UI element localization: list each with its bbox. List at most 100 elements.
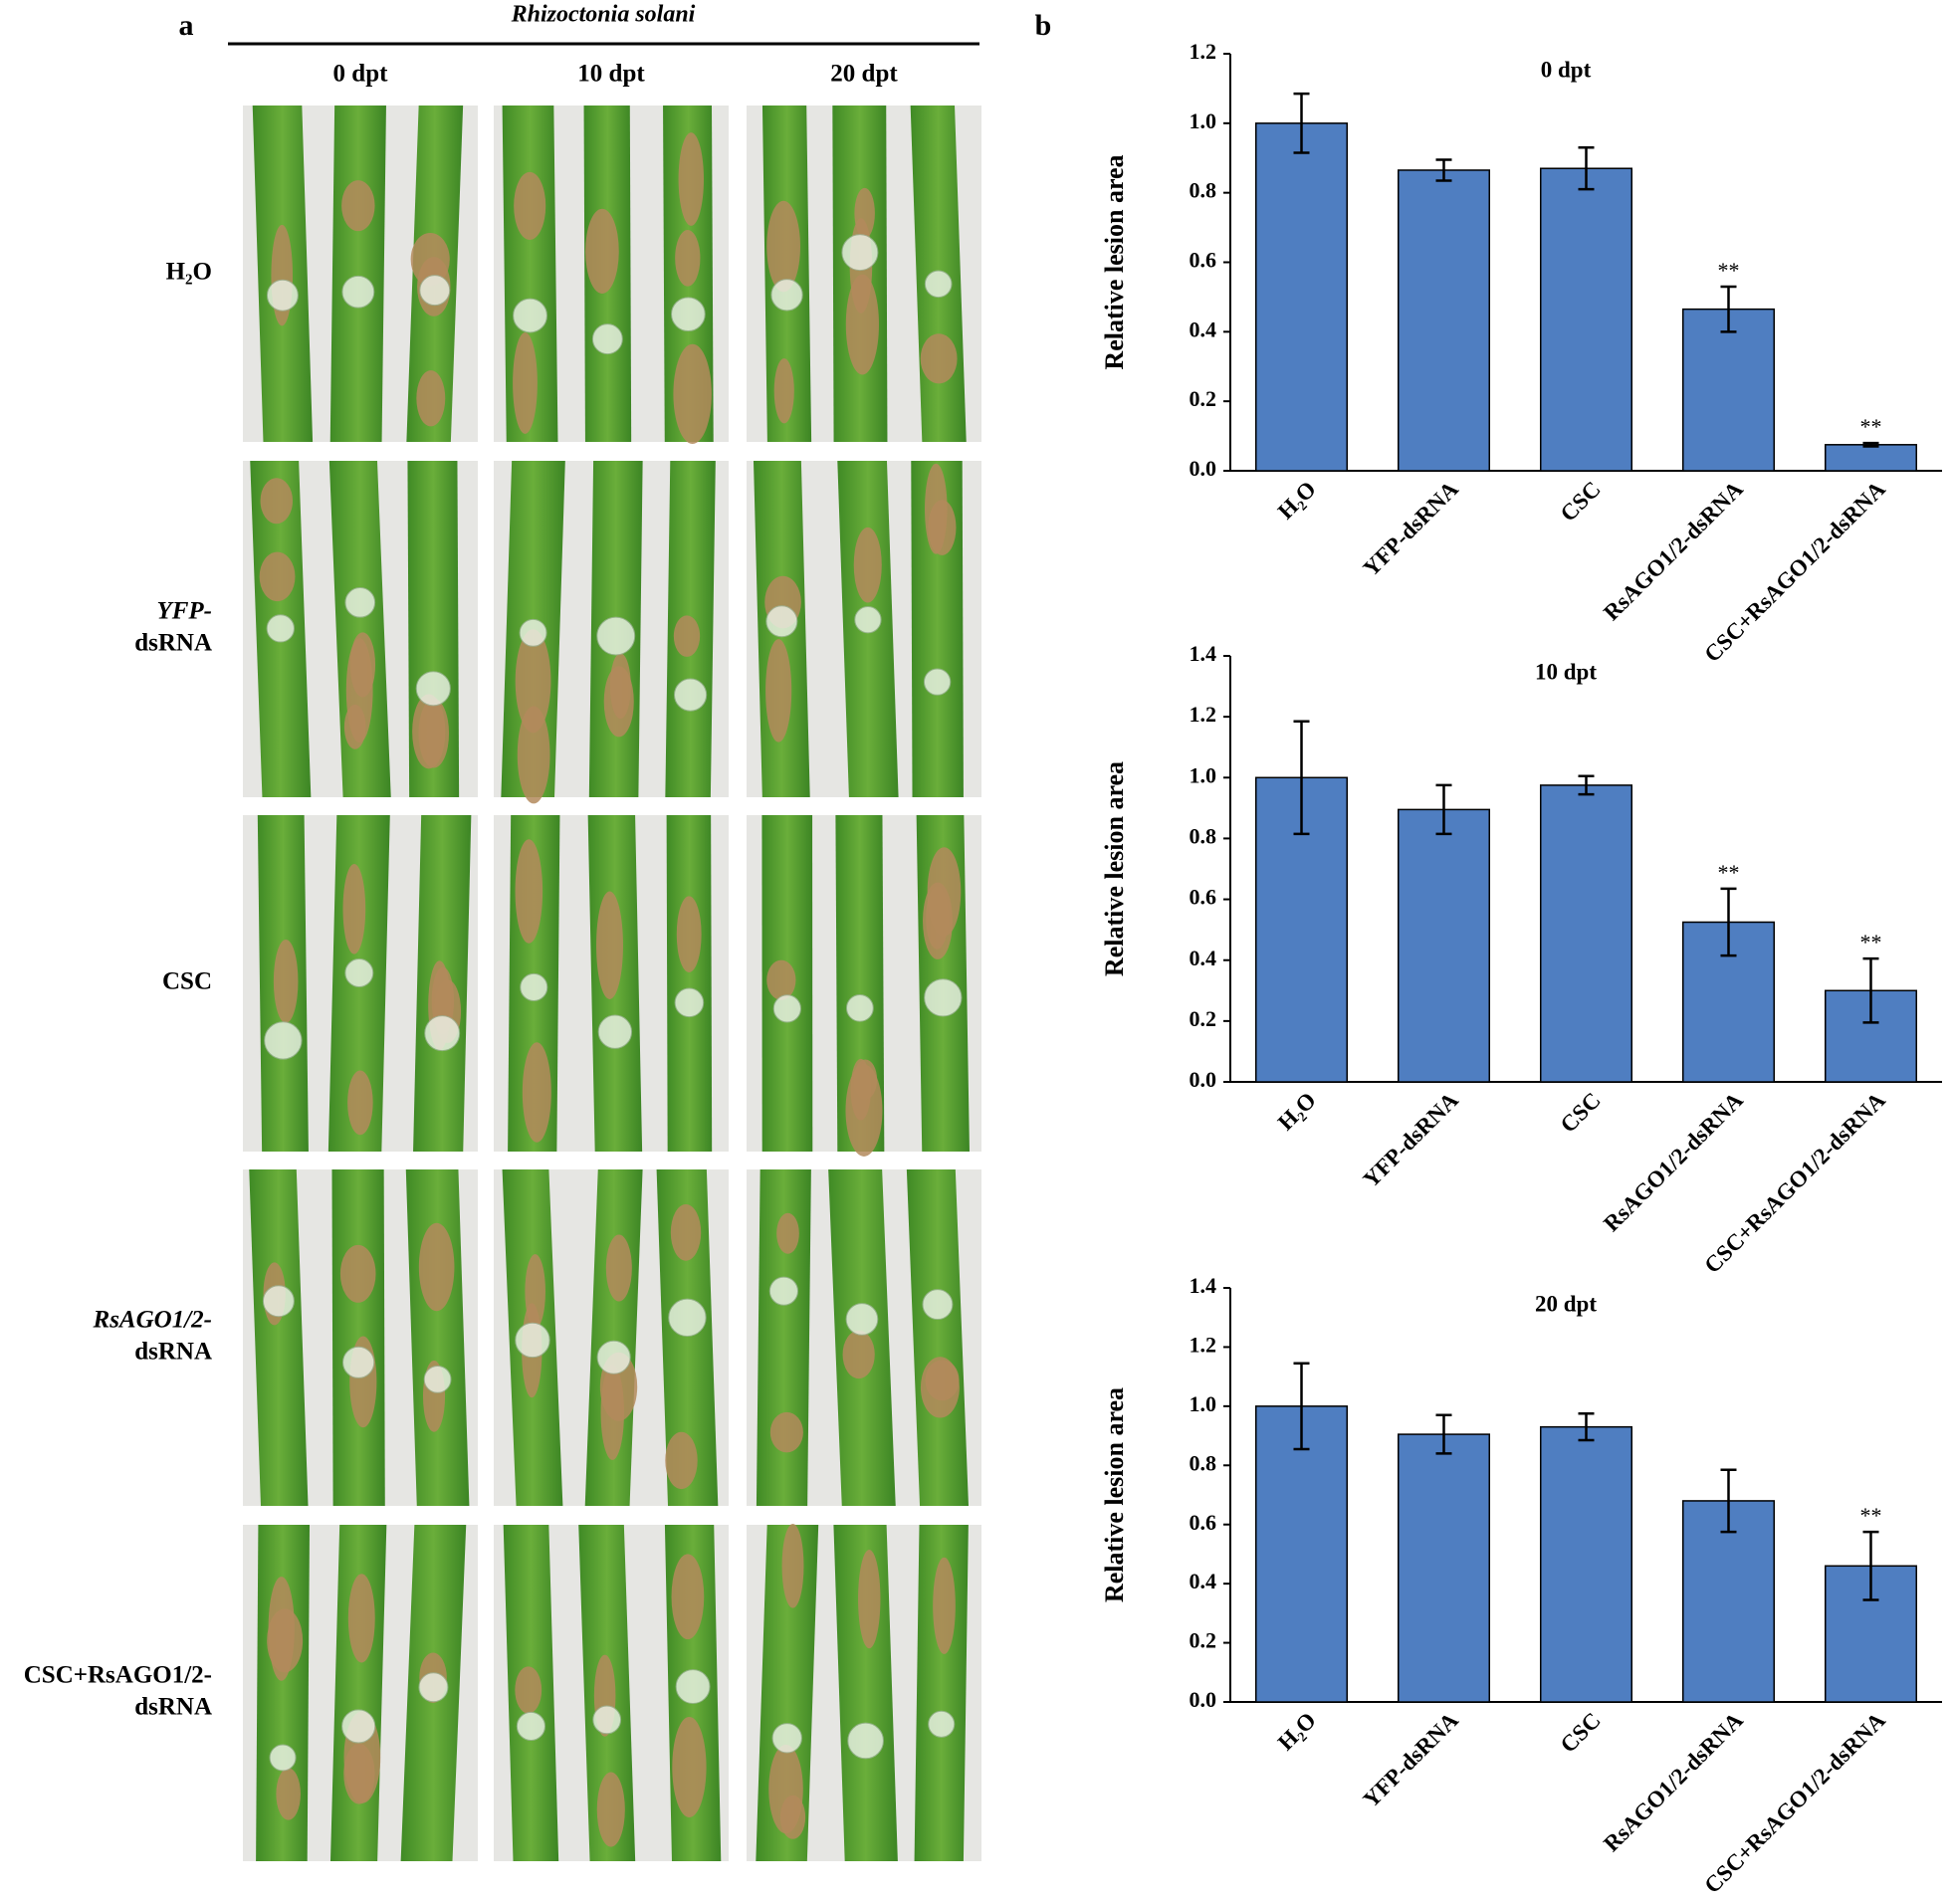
leaf [906,1169,969,1506]
droplet [419,275,451,307]
droplet [772,994,801,1023]
chart-title: 20 dpt [1535,1291,1597,1316]
y-axis-label: Relative lesion area [1100,154,1129,369]
lesion [781,1524,804,1608]
droplet [668,1298,707,1338]
chart-title: 10 dpt [1535,659,1597,684]
droplet [423,1365,452,1393]
droplet [674,987,705,1018]
y-tick-label: 1.0 [1190,108,1217,133]
lesion [675,230,701,287]
lesion [259,551,296,602]
leaf-photo [747,461,981,797]
bar [1254,1405,1349,1703]
chart-title: 0 dpt [1541,57,1592,82]
row-label: CSC [162,968,212,995]
x-tick-label: RsAGO1/2-dsRNA [1599,476,1748,625]
lesion [766,959,796,1000]
droplet [415,671,451,707]
lesion [925,463,948,554]
lesion [418,1222,455,1312]
lesion [522,1042,551,1143]
bar [1254,122,1349,472]
leaf-photo [494,1525,729,1861]
droplet [854,606,882,634]
y-tick-label: 0.0 [1190,456,1217,481]
error-bar [1578,1412,1595,1442]
lesion [845,274,879,375]
lesion [349,632,376,698]
leaf-photo [243,1525,478,1861]
droplet [596,1340,631,1375]
lesion [779,1795,806,1839]
error-bar [1720,1468,1737,1534]
y-tick-label: 0.6 [1190,1510,1217,1535]
lesion [766,200,800,293]
droplet [269,1744,297,1772]
leaf-photo [243,1169,478,1506]
droplet [671,297,706,332]
lesion [514,171,546,240]
droplet [520,972,548,1001]
leaf [331,1169,385,1506]
lesion [842,1330,875,1379]
y-tick-label: 1.4 [1190,641,1217,666]
leaf-photo [747,1169,981,1506]
bar [1539,784,1633,1083]
leaf [405,1169,470,1506]
column-header: 20 dpt [830,61,898,88]
lesion [273,939,299,1023]
droplet [928,1710,956,1738]
error-bar [1435,783,1452,836]
x-tick-label: H₂O [1273,1708,1321,1756]
y-tick-label: 1.2 [1190,702,1217,727]
error-bar [1578,146,1595,191]
significance-mark: ** [1860,414,1882,439]
leaf-photo [747,815,981,1157]
lesion [276,1768,301,1820]
y-tick-label: 0.4 [1190,946,1217,970]
y-tick-label: 0.8 [1190,178,1217,203]
lesion [268,1577,295,1681]
bar [1397,169,1491,472]
lesion [600,1365,624,1460]
x-tick-label: CSC [1556,1708,1606,1758]
lesion [925,1360,960,1401]
lesion [341,180,375,232]
lesion [515,839,543,944]
bar [1397,1433,1491,1703]
leaf-photo [747,1524,981,1861]
leaf-photo [494,106,729,444]
y-tick-label: 0.0 [1190,1067,1217,1092]
droplet [341,1709,376,1744]
bar [1539,167,1633,472]
droplet [922,1289,954,1321]
y-tick-label: 0.0 [1190,1687,1217,1712]
row-label: H₂O [166,259,212,286]
y-tick-label: 0.6 [1190,248,1217,273]
panel-label: a [179,9,194,42]
lesion [673,615,701,657]
leaf [656,1169,719,1506]
y-axis-label: Relative lesion area [1100,1387,1129,1602]
bar [1681,308,1776,472]
lesion [933,1557,956,1654]
droplet [770,279,803,312]
bar [1539,1425,1633,1703]
leaf [329,106,386,442]
significance-mark: ** [1718,258,1740,283]
droplet [519,618,547,647]
lesion [585,208,619,295]
droplet [924,270,953,299]
leaf-photo [243,106,478,442]
droplet [266,279,299,312]
x-tick-label: CSC [1556,1088,1606,1138]
x-tick-label: H₂O [1273,1088,1321,1136]
droplet [516,1711,545,1742]
lesion [671,1554,705,1640]
leaf-photo [494,815,729,1152]
lesion [854,187,875,239]
leaf-photo [243,461,478,797]
